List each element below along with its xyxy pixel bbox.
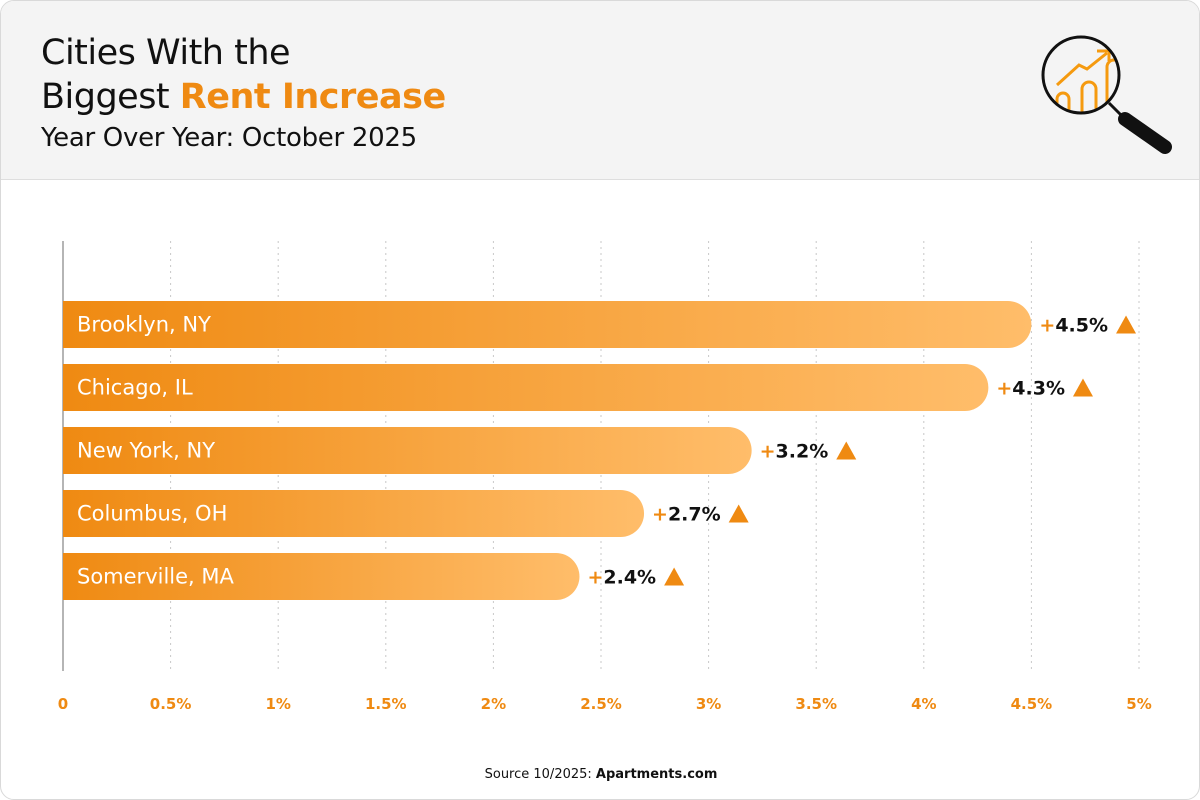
up-triangle-icon [728,504,749,523]
x-tick-label: 5% [1126,695,1151,713]
x-tick-label: 3% [696,695,721,713]
x-tick-label: 3.5% [795,695,837,713]
header: Cities With the Biggest Rent Increase Ye… [1,1,1199,180]
value-label: +4.5% [1039,315,1108,337]
x-tick-label: 4.5% [1011,695,1053,713]
chart-title: Cities With the Biggest Rent Increase [41,31,446,119]
x-tick-label: 2% [481,695,506,713]
title-line-1: Cities With the [41,33,291,73]
bar [63,426,752,474]
title-line-2: Biggest Rent Increase [41,75,446,119]
title-plain: Biggest [41,77,180,117]
x-tick-label: 4% [911,695,936,713]
up-triangle-icon [836,441,857,460]
magnifier-growth-chart-icon [1041,35,1172,154]
bar-label: Brooklyn, NY [77,313,211,337]
source-note: Source 10/2025: Apartments.com [1,767,1199,782]
up-triangle-icon [664,567,685,586]
source-name: Apartments.com [595,767,718,782]
value-label: +3.2% [760,441,829,463]
up-triangle-icon [1072,378,1093,397]
title-highlight: Rent Increase [179,77,446,117]
value-label: +4.3% [996,378,1065,400]
bar-chart: Brooklyn, NY +4.5% Chicago, IL +4.3% New Yor… [58,241,1152,713]
x-tick-label: 0 [58,695,68,713]
source-prefix: Source 10/2025: [484,767,596,782]
chart-subtitle: Year Over Year: October 2025 [41,123,417,153]
value-label: +2.7% [652,504,721,526]
up-triangle-icon [1116,315,1137,334]
bar [63,490,645,537]
bar-label: New York, NY [77,439,215,463]
bar-label: Somerville, MA [77,565,235,589]
value-label: +2.4% [587,567,656,589]
x-tick-label: 1% [265,695,290,713]
bar-label: Columbus, OH [77,502,227,526]
x-tick-label: 2.5% [580,695,622,713]
bar [63,553,580,600]
x-tick-label: 1.5% [365,695,407,713]
bar [63,364,989,411]
bar-label: Chicago, IL [77,376,193,400]
bar [63,301,1032,348]
x-tick-label: 0.5% [150,695,192,713]
